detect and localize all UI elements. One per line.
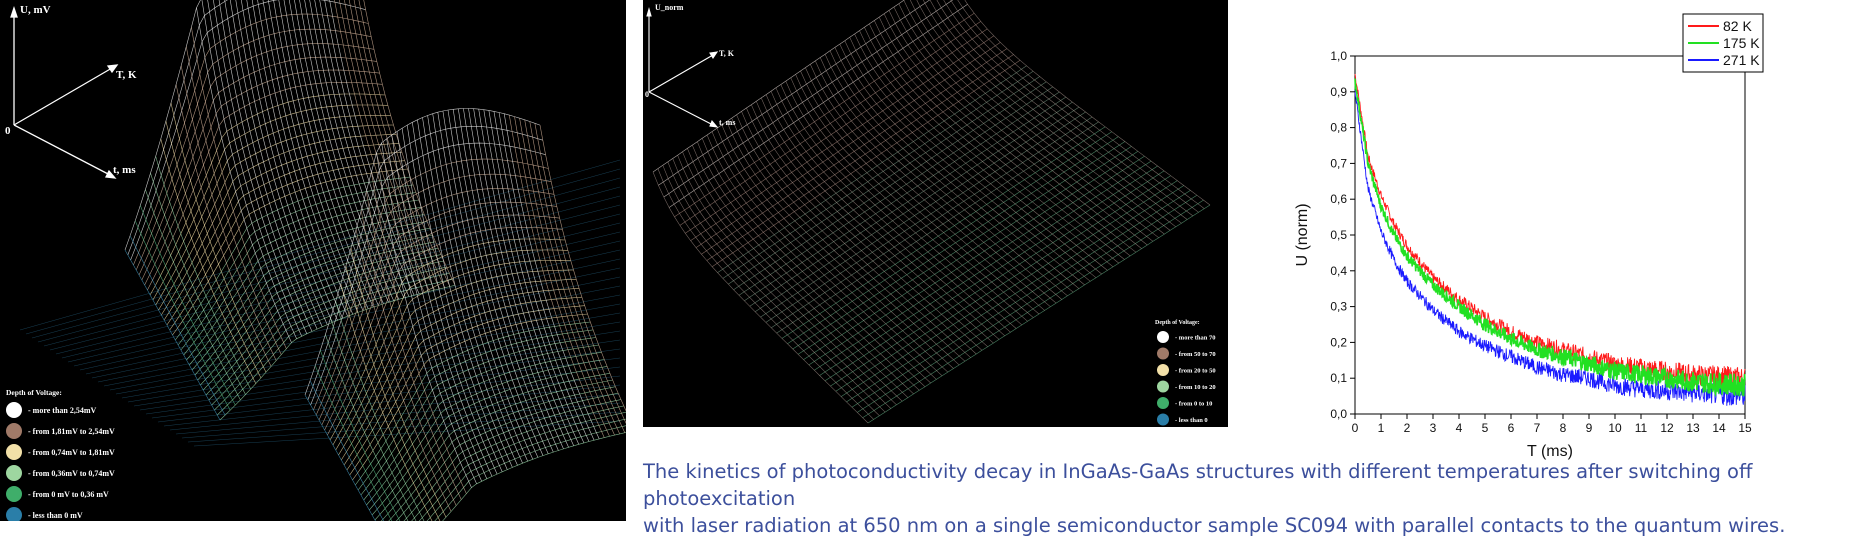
middle-legend-title: Depth of Voltage: [1155, 320, 1200, 326]
series-line-271k [1354, 90, 1746, 406]
middle-legend-swatch [1157, 397, 1169, 409]
middle-legend-swatch [1157, 347, 1169, 360]
x-tick-label: 4 [1456, 421, 1463, 435]
caption-line-1: The kinetics of photoconductivity decay … [643, 460, 1753, 510]
y-tick-label: 0,2 [1330, 335, 1347, 349]
left-legend-label: - less than 0 mV [28, 511, 83, 520]
y-tick-label: 1,0 [1330, 49, 1347, 63]
y-tick-label: 0,4 [1330, 264, 1347, 278]
left-legend-swatch [6, 465, 22, 481]
left-legend-label: - from 0 mV to 0,36 mV [28, 490, 109, 499]
left-3d-surface-svg: U, mV T, K t, ms 0 Depth of Voltage: - m… [5, 0, 626, 521]
left-temperature-axis-label: T, K [116, 69, 137, 81]
figure-caption: The kinetics of photoconductivity decay … [643, 458, 1868, 539]
series-layer [1354, 73, 1746, 406]
left-legend-swatch [6, 402, 22, 418]
middle-surface-mesh [652, 0, 1211, 424]
series-line-175k [1354, 78, 1746, 398]
x-tick-label: 6 [1508, 421, 1515, 435]
y-tick-label: 0,6 [1330, 192, 1347, 206]
x-tick-label: 12 [1660, 421, 1674, 435]
y-tick-label: 0,1 [1330, 371, 1347, 385]
x-tick-label: 5 [1482, 421, 1489, 435]
middle-legend-swatch [1157, 364, 1169, 376]
x-tick-label: 3 [1430, 421, 1437, 435]
y-tick-label: 0,8 [1330, 121, 1347, 135]
middle-temperature-axis-label: T, K [719, 49, 735, 58]
x-tick-label: 7 [1534, 421, 1541, 435]
x-tick-label: 0 [1352, 421, 1359, 435]
x-tick-label: 14 [1712, 421, 1726, 435]
x-tick-label: 15 [1738, 421, 1752, 435]
middle-legend-swatch [1157, 413, 1169, 426]
y-tick-label: 0,0 [1330, 407, 1347, 421]
y-axis-ticks: 0,0 0,1 0,2 0,3 0,4 0,5 0,6 0,7 0,8 0,9 1,0 [1330, 49, 1355, 421]
left-legend-label: - from 1,81mV to 2,54mV [28, 427, 115, 436]
y-tick-label: 0,5 [1330, 228, 1347, 242]
middle-legend-items: - more than 70 - from 50 to 70 - from 20 t… [1157, 331, 1216, 426]
left-legend-swatch [6, 507, 22, 521]
legend-label: 82 K [1723, 18, 1752, 34]
series-line-82k [1354, 73, 1746, 390]
middle-legend: Depth of Voltage: - more than 70 - from 5… [1155, 320, 1216, 426]
x-tick-label: 8 [1560, 421, 1567, 435]
left-legend-swatch [6, 444, 22, 460]
middle-3d-surface-svg: U_norm T, K t, ms 0 Depth of Voltage: - … [645, 0, 1216, 426]
x-tick-label: 11 [1635, 421, 1648, 435]
middle-legend-label: - less than 0 [1175, 417, 1208, 424]
left-legend-label: - more than 2,54mV [28, 406, 97, 415]
left-legend-label: - from 0,74mV to 1,81mV [28, 448, 115, 457]
middle-3d-surface-panel: U_norm T, K t, ms 0 Depth of Voltage: - … [643, 0, 1228, 427]
x-axis-ticks: 0 1 2 3 4 5 6 7 8 9 10 11 12 13 14 15 [1352, 414, 1752, 435]
middle-u-axis-label: U_norm [655, 3, 684, 12]
left-origin-label: 0 [5, 125, 11, 137]
middle-legend-label: - from 10 to 20 [1175, 384, 1216, 391]
x-tick-label: 13 [1686, 421, 1700, 435]
y-axis-label: U (norm) [1294, 203, 1311, 266]
left-axes [10, 5, 119, 179]
middle-legend-swatch [1157, 331, 1169, 343]
middle-legend-label: - from 0 to 10 [1175, 400, 1212, 407]
x-tick-label: 10 [1608, 421, 1622, 435]
x-tick-label: 2 [1404, 421, 1411, 435]
middle-legend-swatch [1157, 380, 1169, 393]
legend-label: 271 K [1723, 52, 1760, 68]
plot-area-frame [1354, 55, 1746, 415]
left-time-axis-label: t, ms [113, 164, 136, 176]
left-3d-surface-panel: U, mV T, K t, ms 0 Depth of Voltage: - m… [0, 0, 626, 521]
left-legend-swatch [6, 423, 22, 439]
middle-axes [646, 6, 719, 128]
caption-line-2: with laser radiation at 650 nm on a sing… [643, 514, 1786, 537]
x-tick-label: 1 [1378, 421, 1385, 435]
middle-time-axis-label: t, ms [719, 118, 735, 127]
left-legend-title: Depth of Voltage: [6, 388, 62, 397]
left-u-axis-label: U, mV [20, 4, 51, 16]
y-tick-label: 0,9 [1330, 85, 1347, 99]
left-legend: Depth of Voltage: - more than 2,54mV - fr… [6, 388, 115, 521]
y-tick-label: 0,7 [1330, 156, 1347, 170]
left-legend-swatch [6, 486, 22, 502]
y-tick-label: 0,3 [1330, 300, 1347, 314]
middle-origin-label: 0 [645, 90, 649, 99]
left-legend-items: - more than 2,54mV - from 1,81mV to 2,54m… [6, 402, 115, 521]
middle-legend-label: - from 20 to 50 [1175, 367, 1216, 374]
decay-line-chart: 0 1 2 3 4 5 6 7 8 9 10 11 12 13 14 15 0,00,10,20,30,40,… [1294, 13, 1764, 460]
x-axis-label: T (ms) [1527, 443, 1573, 460]
left-surface-mesh [19, 0, 626, 521]
legend-label: 175 K [1723, 35, 1760, 51]
middle-legend-label: - from 50 to 70 [1175, 351, 1216, 358]
left-legend-label: - from 0,36mV to 0,74mV [28, 469, 115, 478]
middle-legend-label: - more than 70 [1175, 334, 1216, 341]
x-tick-label: 9 [1586, 421, 1593, 435]
